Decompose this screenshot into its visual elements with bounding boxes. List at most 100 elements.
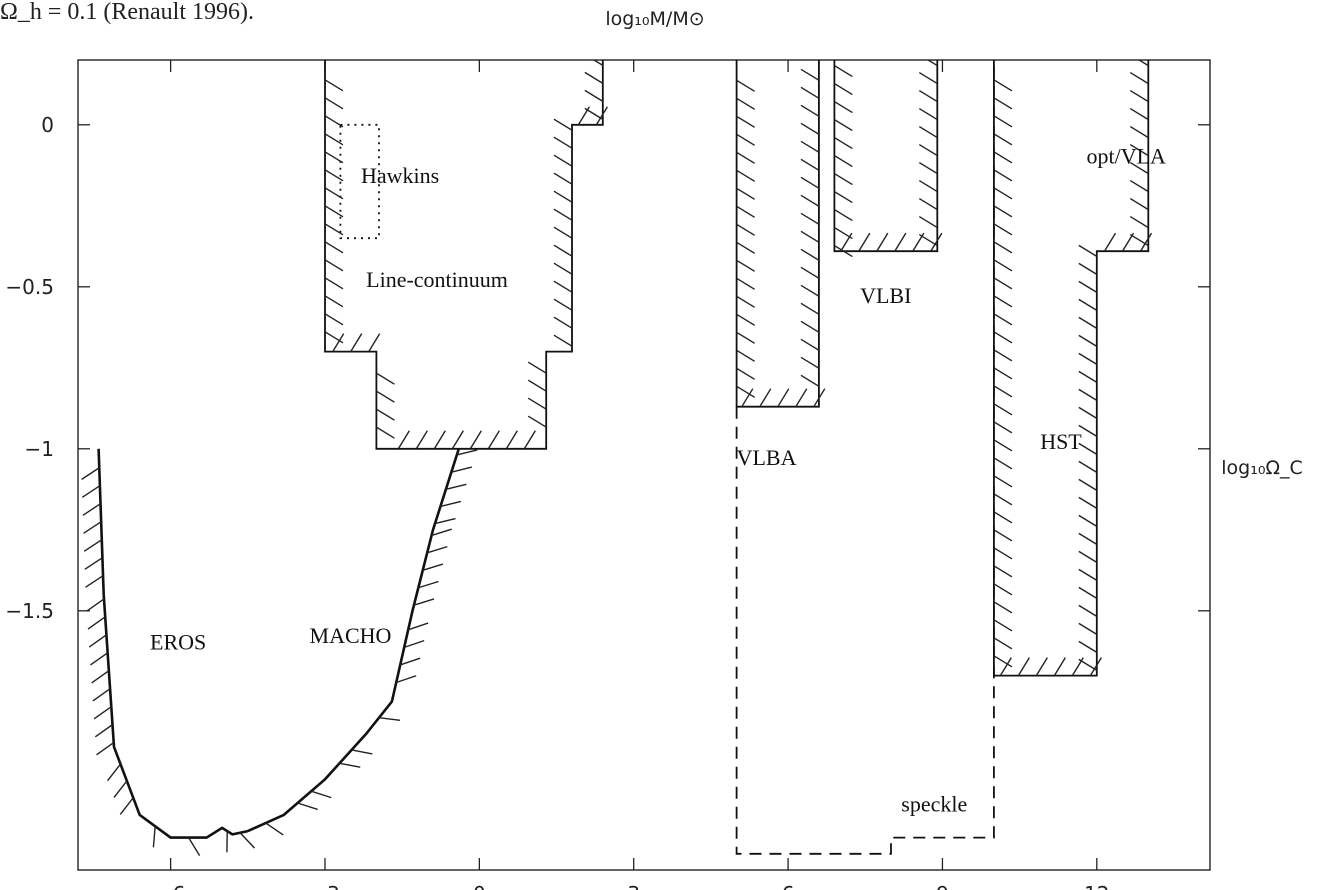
hst-hatch [1103,232,1117,252]
vlbi-hatch [918,71,938,85]
hst-hatch [993,385,1013,398]
vlba-hatch [736,133,755,146]
hst-hatch [1078,640,1098,653]
hst-hatch [1078,658,1098,671]
line-continuum-hatch [415,430,428,450]
hst-hatch [993,151,1013,164]
eros-hatch [84,557,103,570]
hst-hatch [1078,262,1098,275]
macho-hatch [265,822,284,836]
hst-hatch [993,187,1013,200]
hst-hatch [993,565,1013,578]
hst-hatch [1129,107,1149,121]
line-continuum-hatch [324,115,344,128]
line-continuum-hatch [553,298,573,311]
vlbi-hatch [876,232,889,252]
eros-hatch [83,539,103,552]
line-continuum-hatch [595,106,608,126]
hawkins-label: Hawkins [361,163,439,188]
vlbi-hatch [834,64,853,78]
macho-hatch [451,466,473,473]
line-continuum-hatch [553,154,573,167]
hst-hatch [993,331,1013,344]
line-continuum-hatch [527,379,547,392]
hst-hatch [1129,125,1149,139]
speckle-label: speckle [901,792,967,817]
vlbi-hatch [918,197,938,211]
line-continuum-hatch [553,208,573,221]
eros-hatch [82,503,101,516]
y-axis-title: log₁₀Ω_C [1221,457,1302,479]
vlba-hatch [795,388,808,408]
vlba-hatch [800,338,820,351]
macho-hatch [456,449,478,456]
hst-hatch [993,439,1013,452]
line-continuum-hatch [324,205,344,218]
vlba-hatch [800,122,820,135]
vlba-hatch [800,104,820,117]
eros-hatch [81,485,101,498]
hst-hatch [1071,657,1084,676]
vlbi-hatch [930,232,943,252]
hst-hatch [993,493,1013,506]
vlba-hatch [736,115,755,128]
line-continuum-hatch [376,372,395,385]
eros-hatch [239,832,256,849]
eros-hatch [94,724,113,738]
vlba-hatch [759,388,772,408]
hst-hatch [993,259,1013,272]
vlbi-hatch [918,161,938,175]
line-continuum-hatch [553,172,573,185]
vlba-hatch [777,388,790,408]
vlba-hatch [741,388,754,408]
hst-hatch [993,169,1013,182]
hst-hatch [993,79,1013,92]
line-continuum-hatch [527,361,547,374]
eros-hatch [88,634,107,648]
line-continuum-hatch [505,430,518,450]
macho-hatch [403,639,425,649]
line-continuum-hatch [527,397,547,410]
plot-frame [77,59,1211,871]
macho-label: MACHO [310,623,392,648]
macho-hatch [310,790,332,799]
eros-hatch [188,837,201,856]
hst-hatch [1078,478,1098,491]
line-continuum-hatch [487,430,500,450]
line-continuum-hatch [527,415,547,428]
hst-hatch [993,115,1013,128]
hst-hatch [993,511,1013,524]
x-tick-label: −3 [310,882,339,890]
vlbi-hatch [918,179,938,193]
hst-hatch [1035,657,1048,676]
hst-hatch [1078,298,1098,311]
vlbi-hatch [834,100,853,114]
vlba-hatch [736,205,755,218]
hst-hatch [1129,89,1149,103]
vlba-hatch [736,97,755,110]
hst-hatch [993,295,1013,308]
hst-hatch [1078,334,1098,347]
hst-hatch [1078,316,1098,329]
vlba-hatch [800,302,820,315]
vlba-hatch [800,266,820,279]
hst-hatch [993,619,1013,632]
vlbi-outline [833,60,939,253]
macho-hatch [418,580,439,589]
macho-hatch [445,483,467,490]
hst-hatch [1078,460,1098,473]
vlba-hatch [736,277,755,290]
vlba-hatch [800,212,820,225]
line-continuum-label: Line-continuum [366,267,508,292]
hst-hatch [1129,161,1149,175]
vlbi-hatch [926,60,938,67]
macho-hatch [399,657,421,666]
line-continuum-hatch [397,430,410,450]
vlbi-hatch [918,107,938,121]
vlba-hatch [800,374,820,387]
vlbi-hatch [918,143,938,157]
hst-hatch [993,133,1013,146]
line-continuum-hatch [324,241,344,254]
hst-hatch [1139,232,1153,252]
x-tick-label: 3 [627,882,640,890]
